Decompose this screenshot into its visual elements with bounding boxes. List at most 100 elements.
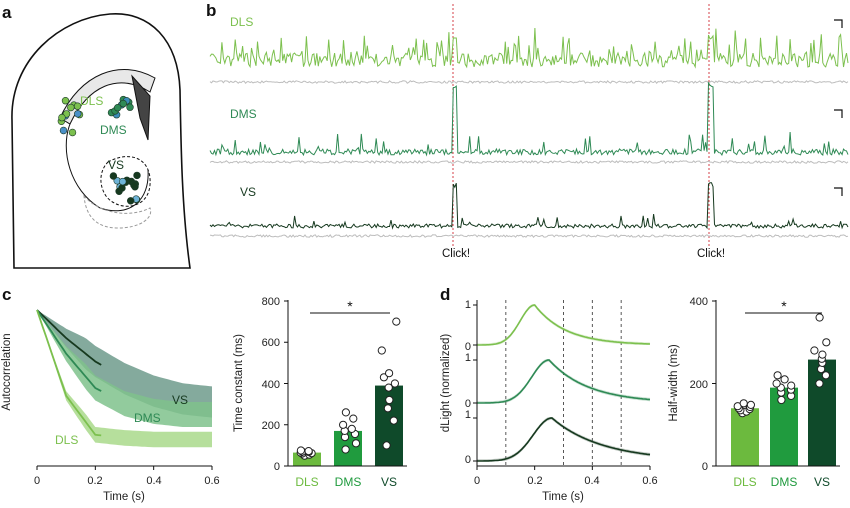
trace-label-dms: DMS xyxy=(230,107,257,121)
region-label-vs: VS xyxy=(108,158,124,172)
y-tick-label-0-mid: 0 xyxy=(465,398,471,410)
x-tick-label-2: 0.4 xyxy=(584,475,599,487)
curve-vs xyxy=(36,309,102,366)
y-tick-label-4: 800 xyxy=(262,296,280,308)
category-label-vs: VS xyxy=(381,475,397,489)
transient-curve-dms xyxy=(477,359,651,404)
y-tick-label-1-mid: 1 xyxy=(465,352,471,364)
autocorrelation-curves xyxy=(36,309,212,448)
band-dls xyxy=(37,310,212,448)
panel-d-half-width-bars: 0 200 400 Half-width (ms) DLS DMS VS * xyxy=(668,296,840,489)
y-tick-label-1-top: 1 xyxy=(465,299,471,311)
scale-bar-dms xyxy=(834,109,843,118)
y-tick-label-2: 400 xyxy=(262,379,280,391)
point-dms xyxy=(351,439,361,448)
trace-label-dls: DLS xyxy=(230,15,253,29)
point-dms xyxy=(773,371,782,380)
site-dms xyxy=(113,103,122,112)
y-ticks xyxy=(712,300,716,467)
site-dls xyxy=(74,110,82,118)
y-tick-label-1-bottom: 1 xyxy=(465,409,471,421)
point-vs xyxy=(818,350,827,359)
point-vs xyxy=(379,373,388,382)
site-dls xyxy=(59,126,68,135)
click-label-1: Click! xyxy=(442,248,470,260)
scale-bar-vs xyxy=(834,187,843,196)
region-label-dms: DMS xyxy=(100,123,127,137)
site-vs xyxy=(133,171,141,180)
band-dms xyxy=(37,310,212,427)
baseline-trace-vs xyxy=(209,234,849,239)
recording-sites xyxy=(57,95,141,205)
curve-label-dls: DLS xyxy=(55,433,78,447)
site-dls xyxy=(68,128,77,137)
point-dms xyxy=(341,445,350,454)
trace-group xyxy=(209,27,849,239)
x-tick-label-3: 0.6 xyxy=(642,475,657,487)
x-tick-label-1: 0.2 xyxy=(527,475,542,487)
nucleus-accumbens-outline xyxy=(100,156,151,207)
y-tick-label-0: 0 xyxy=(702,461,708,473)
point-dms xyxy=(787,381,796,390)
category-label-dls: DLS xyxy=(295,475,318,489)
site-dls xyxy=(67,103,75,112)
significance-star: * xyxy=(347,298,353,314)
curve-label-vs: VS xyxy=(172,393,188,407)
curve-dls xyxy=(36,309,102,437)
point-vs xyxy=(815,313,824,322)
y-axis-title: Time constant (ms) xyxy=(233,334,245,432)
point-dms xyxy=(347,424,356,433)
y-tick-label-1: 200 xyxy=(690,379,708,391)
region-label-dls: DLS xyxy=(80,94,103,108)
point-vs xyxy=(377,346,386,355)
panel-b-label: b xyxy=(206,1,216,20)
point-dms xyxy=(349,414,358,423)
y-ticks xyxy=(284,300,288,467)
y-tick-label-1: 200 xyxy=(262,420,280,432)
x-tick-label-1: 0.2 xyxy=(87,475,102,487)
site-vs xyxy=(126,197,135,205)
point-dms xyxy=(777,395,786,405)
point-vs xyxy=(384,383,393,392)
category-label-dms: DMS xyxy=(335,475,362,489)
y-tick-label-0: 0 xyxy=(274,461,280,473)
scale-bar-dls xyxy=(834,19,843,28)
olfactory-tubercle-outline xyxy=(83,194,152,229)
trace-dms xyxy=(209,81,849,157)
x-tick-label-3: 0.6 xyxy=(204,475,219,487)
point-vs xyxy=(383,404,392,413)
x-tick-label-2: 0.4 xyxy=(146,475,161,487)
category-label-dls: DLS xyxy=(733,475,756,489)
lateral-ventricle xyxy=(131,74,151,141)
point-vs xyxy=(382,441,391,450)
site-vs xyxy=(109,172,118,180)
curve-label-dms: DMS xyxy=(134,411,161,425)
x-axis-title: Time (s) xyxy=(542,491,584,503)
panel-d-transients: 1 0 1 0 1 0 0 0.2 0.4 0.6 Time (s) dLigh… xyxy=(440,299,658,503)
panel-c-autocorrelation: 0 0.2 0.4 0.6 Time (s) Autocorrelation V… xyxy=(1,309,220,503)
curve-dms xyxy=(36,309,102,392)
y-tick-label-0-bottom: 0 xyxy=(465,454,471,466)
category-label-dms: DMS xyxy=(771,475,798,489)
site-dms xyxy=(119,99,128,108)
y-axis-title: Autocorrelation xyxy=(1,333,13,410)
panel-d-label: d xyxy=(440,285,450,304)
panel-a-label: a xyxy=(2,3,12,22)
point-dls xyxy=(739,399,748,408)
point-dms xyxy=(772,379,781,388)
x-axis-title: Time (s) xyxy=(103,491,145,503)
point-dms xyxy=(341,408,350,417)
point-vs xyxy=(810,346,819,355)
point-dls xyxy=(746,400,756,409)
time-markers xyxy=(505,300,622,466)
point-vs xyxy=(821,371,831,380)
panel-c-time-constant-bars: 0 200 400 600 800 Time constant (ms) DLS… xyxy=(233,296,407,489)
point-vs xyxy=(392,317,401,326)
scale-bars xyxy=(834,19,843,196)
significance-star: * xyxy=(781,298,787,314)
corpus-callosum xyxy=(59,69,156,125)
x-tick-label-0: 0 xyxy=(34,475,40,487)
trace-dls xyxy=(209,27,849,69)
band-vs xyxy=(37,310,212,418)
